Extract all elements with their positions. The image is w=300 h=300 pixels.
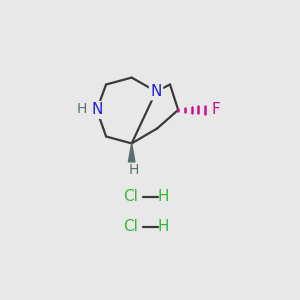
Text: Cl: Cl: [123, 189, 138, 204]
Text: N: N: [91, 102, 103, 117]
Text: N: N: [150, 84, 162, 99]
Text: H: H: [128, 163, 139, 177]
Text: F: F: [212, 102, 220, 117]
Text: H: H: [157, 219, 169, 234]
Text: H: H: [157, 189, 169, 204]
Text: Cl: Cl: [123, 219, 138, 234]
Polygon shape: [128, 143, 135, 162]
Text: H: H: [76, 102, 87, 116]
